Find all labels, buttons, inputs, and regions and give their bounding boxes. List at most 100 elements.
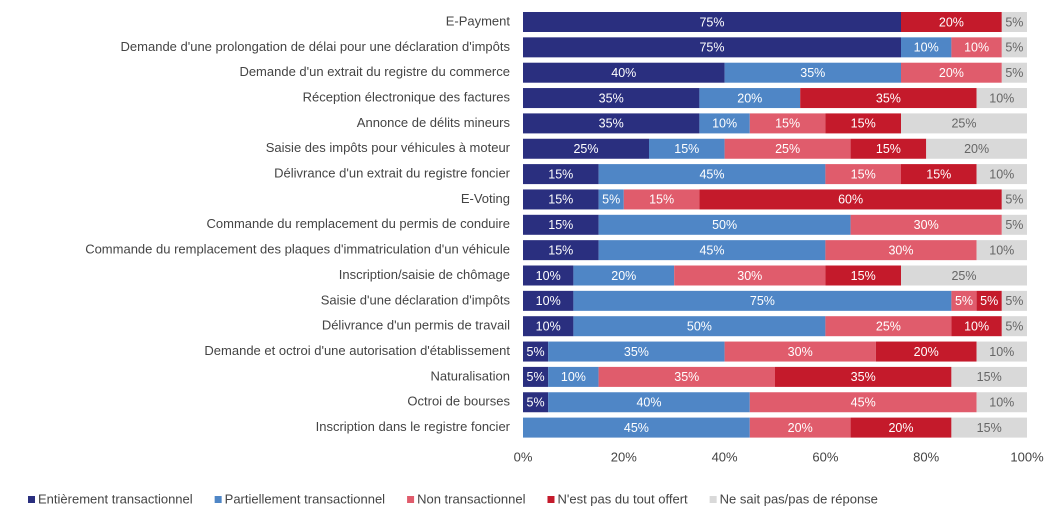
bar-segment: [649, 138, 725, 159]
value-label: 5%: [602, 193, 620, 207]
value-label: 60%: [838, 193, 863, 207]
value-label: 15%: [649, 193, 674, 207]
bar-segment: [523, 366, 549, 387]
bar-segment: [1001, 316, 1027, 337]
bar-segment: [850, 214, 1002, 235]
bar-segment: [699, 88, 801, 109]
legend-label: Entièrement transactionnel: [38, 491, 193, 506]
value-label: 15%: [548, 243, 573, 257]
value-label: 35%: [599, 117, 624, 131]
category-label: Inscription/saisie de chômage: [339, 267, 510, 282]
value-label: 35%: [851, 370, 876, 384]
value-label: 15%: [851, 117, 876, 131]
legend-label: Partiellement transactionnel: [225, 491, 386, 506]
value-label: 15%: [548, 167, 573, 181]
x-tick-label: 40%: [712, 449, 738, 464]
value-label: 10%: [536, 269, 561, 283]
bar-segment: [825, 113, 901, 134]
bar-segment: [523, 214, 599, 235]
value-label: 50%: [712, 218, 737, 232]
x-tick-label: 60%: [812, 449, 838, 464]
bar-segment: [699, 189, 1002, 210]
bar-segment: [1001, 62, 1027, 83]
value-label: 50%: [687, 319, 712, 333]
bar-segment: [523, 37, 901, 58]
category-label: Octroi de bourses: [407, 394, 510, 409]
value-label: 5%: [980, 294, 998, 308]
value-label: 75%: [699, 41, 724, 55]
legend-swatch: [28, 496, 35, 503]
category-label: Commande du remplacement du permis de co…: [207, 216, 511, 231]
value-label: 25%: [951, 117, 976, 131]
value-label: 10%: [914, 41, 939, 55]
bar-segment: [901, 37, 952, 58]
bar-segment: [523, 189, 599, 210]
bar-segment: [523, 265, 574, 286]
category-label: Naturalisation: [431, 368, 511, 383]
value-label: 5%: [1005, 41, 1023, 55]
value-label: 15%: [674, 142, 699, 156]
bar-segment: [523, 113, 700, 134]
bar-segment: [749, 113, 826, 134]
value-label: 45%: [699, 243, 724, 257]
bar-segment: [523, 392, 549, 413]
bar-segment: [951, 316, 1002, 337]
bar-segment: [573, 290, 952, 311]
value-label: 10%: [536, 319, 561, 333]
bar-segment: [724, 138, 851, 159]
value-label: 15%: [851, 269, 876, 283]
legend-label: Ne sait pas/pas de réponse: [720, 491, 878, 506]
category-label: E-Payment: [446, 13, 511, 28]
bar-segment: [598, 214, 851, 235]
bar-segment: [598, 366, 775, 387]
value-label: 20%: [939, 66, 964, 80]
value-label: 45%: [699, 167, 724, 181]
bar-segment: [523, 62, 725, 83]
x-tick-label: 0%: [514, 449, 533, 464]
value-label: 25%: [951, 269, 976, 283]
value-label: 10%: [561, 370, 586, 384]
value-label: 15%: [548, 193, 573, 207]
value-label: 75%: [699, 15, 724, 29]
value-label: 45%: [624, 421, 649, 435]
value-label: 5%: [527, 396, 545, 410]
bar-segment: [724, 341, 876, 362]
bar-segment: [523, 240, 599, 261]
value-label: 15%: [851, 167, 876, 181]
value-label: 5%: [955, 294, 973, 308]
value-label: 15%: [977, 421, 1002, 435]
bar-segment: [850, 417, 952, 438]
value-label: 30%: [788, 345, 813, 359]
value-label: 5%: [1005, 193, 1023, 207]
value-label: 35%: [624, 345, 649, 359]
bar-segment: [1001, 290, 1027, 311]
bar-segment: [674, 265, 826, 286]
bar-segment: [523, 138, 649, 159]
category-label: Commande du remplacement des plaques d'i…: [85, 242, 510, 257]
bar-segment: [976, 392, 1027, 413]
category-label: Réception électronique des factures: [303, 89, 511, 104]
value-label: 30%: [737, 269, 762, 283]
value-label: 5%: [527, 370, 545, 384]
value-label: 5%: [1005, 66, 1023, 80]
value-label: 20%: [914, 345, 939, 359]
value-label: 35%: [876, 91, 901, 105]
bar-segment: [724, 62, 901, 83]
value-label: 30%: [914, 218, 939, 232]
value-label: 75%: [750, 294, 775, 308]
value-label: 15%: [876, 142, 901, 156]
value-label: 10%: [989, 91, 1014, 105]
bar-segment: [523, 12, 901, 32]
bar-segment: [850, 138, 927, 159]
legend-label: Non transactionnel: [417, 491, 526, 506]
value-label: 10%: [536, 294, 561, 308]
bar-segment: [976, 290, 1002, 311]
value-label: 20%: [611, 269, 636, 283]
bar-segment: [901, 164, 977, 185]
value-label: 25%: [876, 319, 901, 333]
value-label: 20%: [737, 91, 762, 105]
category-label: Délivrance d'un permis de travail: [322, 318, 510, 333]
category-label: E-Voting: [461, 191, 510, 206]
value-label: 35%: [599, 91, 624, 105]
